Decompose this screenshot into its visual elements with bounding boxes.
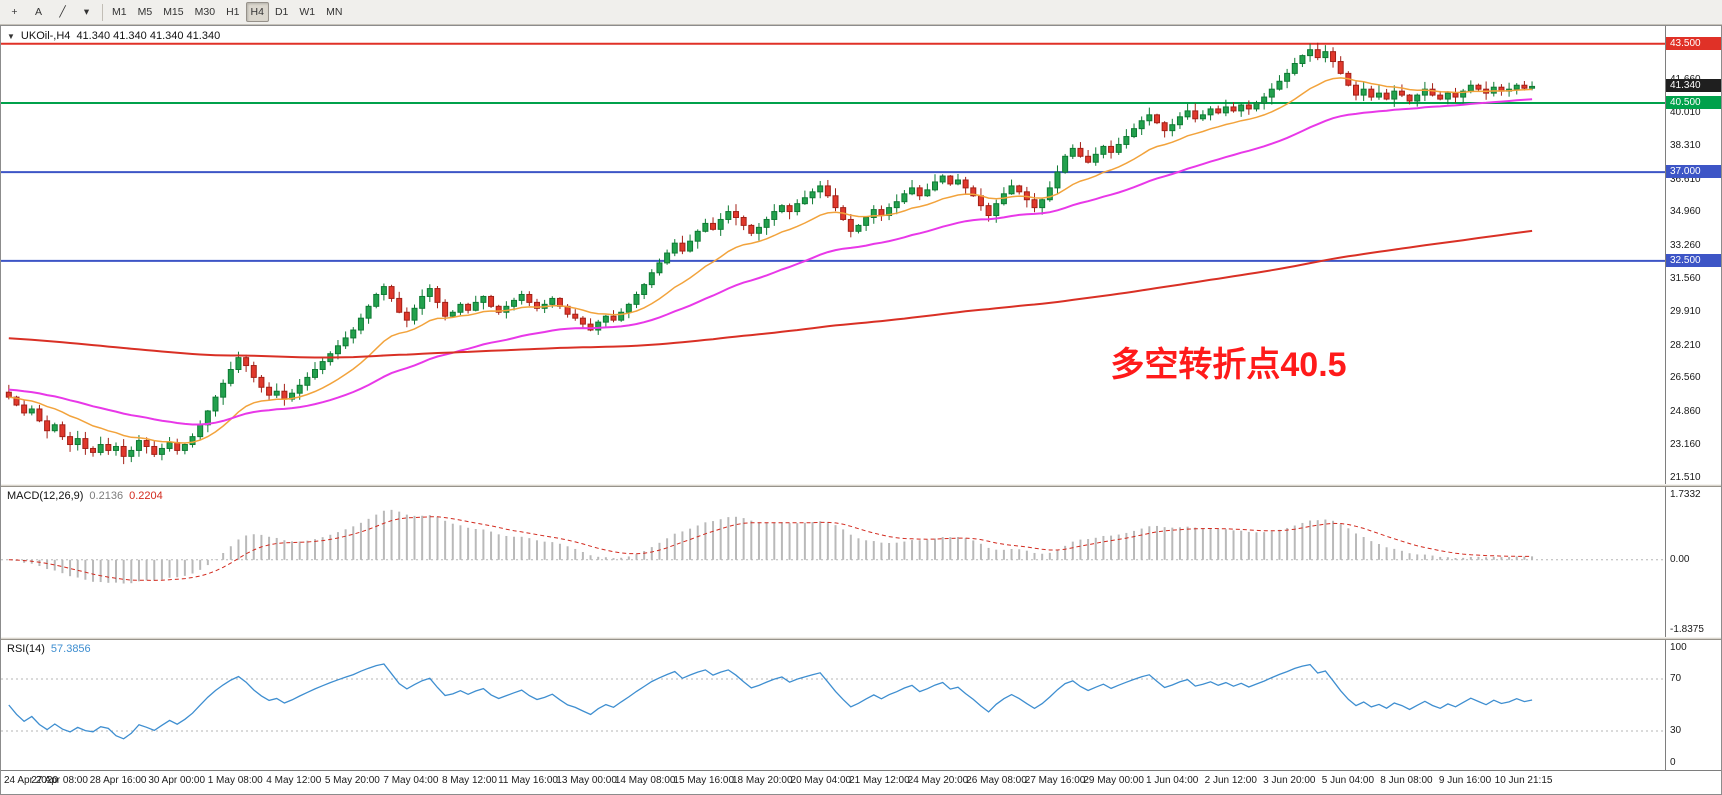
time-axis-label: 13 May 00:00 bbox=[556, 775, 617, 786]
price-axis[interactable]: 41.66040.01038.31036.61034.96033.26031.5… bbox=[1665, 26, 1721, 484]
time-axis-label: 26 May 08:00 bbox=[966, 775, 1027, 786]
price-chart-canvas[interactable] bbox=[1, 26, 1665, 484]
time-axis-label: 3 Jun 20:00 bbox=[1263, 775, 1316, 786]
time-axis-label: 7 May 04:00 bbox=[383, 775, 439, 786]
price-tick-label: 21.510 bbox=[1670, 471, 1701, 483]
macd-min-label: -1.8375 bbox=[1670, 624, 1704, 635]
time-axis-label: 9 Jun 16:00 bbox=[1438, 775, 1492, 786]
timeframe-m5-button[interactable]: M5 bbox=[137, 6, 153, 18]
price-tick-label: 24.860 bbox=[1670, 405, 1701, 417]
rsi-axis-label-100: 100 bbox=[1670, 642, 1687, 653]
timeframe-m15-button[interactable]: M15 bbox=[163, 6, 184, 18]
price-tick-label: 34.960 bbox=[1670, 206, 1701, 218]
time-axis-label: 5 Jun 04:00 bbox=[1321, 775, 1375, 786]
trendline-tool-icon[interactable]: ╱ bbox=[59, 6, 66, 18]
shapes-dropdown-icon[interactable]: ▾ bbox=[83, 6, 90, 18]
toolbar-separator bbox=[102, 3, 103, 21]
macd-max-label: 1.7332 bbox=[1670, 489, 1701, 500]
timeframe-h1-button[interactable]: H1 bbox=[226, 6, 240, 18]
time-axis[interactable]: 24 Apr 2020 27 Apr 08:00 28 Apr 16:00 30 Ap… bbox=[1, 770, 1721, 794]
chart-symbol-label: ▼ UKOil-,H4 41.340 41.340 41.340 41.340 bbox=[7, 30, 220, 42]
main-toolbar: + A ╱ ▾ M1 M5 M15 M30 H1 H4 D1 W1 MN bbox=[0, 0, 1722, 25]
time-axis-label: 1 May 08:00 bbox=[207, 775, 263, 786]
pane-splitter[interactable] bbox=[1, 637, 1721, 640]
time-axis-label: 24 Apr 2020 bbox=[4, 775, 58, 786]
rsi-value: 57.3856 bbox=[50, 643, 91, 655]
macd-pane[interactable]: MACD(12,26,9) 0.2136 0.2204 1.7332 0.00 -1… bbox=[1, 487, 1721, 637]
price-pane[interactable]: ▼ UKOil-,H4 41.340 41.340 41.340 41.340 … bbox=[1, 26, 1721, 484]
price-badge-40.500: 40.500 bbox=[1666, 95, 1721, 109]
time-axis-label: 20 May 04:00 bbox=[790, 775, 852, 786]
macd-axis[interactable]: 1.7332 0.00 -1.8375 bbox=[1665, 487, 1721, 637]
macd-canvas[interactable] bbox=[1, 487, 1665, 637]
macd-main-value: 0.2136 bbox=[89, 490, 124, 502]
price-badge-41.340: 41.340 bbox=[1666, 79, 1721, 93]
chart-annotation-text: 多空转折点40.5 bbox=[1110, 346, 1347, 385]
time-axis-label: 4 May 12:00 bbox=[266, 775, 322, 786]
time-axis-label: 5 May 20:00 bbox=[324, 775, 380, 786]
time-axis-label: 21 May 12:00 bbox=[849, 775, 910, 786]
time-axis-label: 27 Apr 08:00 bbox=[31, 775, 88, 786]
ohlc-values-text: 41.340 41.340 41.340 41.340 bbox=[76, 30, 221, 42]
time-axis-label: 2 Jun 12:00 bbox=[1204, 775, 1257, 786]
time-axis-label: 10 Jun 21:15 bbox=[1494, 775, 1553, 786]
time-axis-label: 14 May 08:00 bbox=[614, 775, 676, 786]
price-tick-label: 23.160 bbox=[1670, 439, 1701, 451]
rsi-axis-label-0: 0 bbox=[1670, 757, 1676, 768]
timeframe-mn-button[interactable]: MN bbox=[326, 6, 343, 18]
time-axis-label: 28 Apr 16:00 bbox=[89, 775, 147, 786]
chart-window: ▼ UKOil-,H4 41.340 41.340 41.340 41.340 … bbox=[0, 25, 1722, 795]
timeframe-group: M1 M5 M15 M30 H1 H4 D1 W1 MN bbox=[107, 2, 347, 22]
time-axis-label: 8 May 12:00 bbox=[441, 775, 497, 786]
time-axis-label: 8 Jun 08:00 bbox=[1380, 775, 1433, 786]
price-tick-label: 26.560 bbox=[1670, 372, 1701, 384]
price-tick-label: 33.260 bbox=[1670, 239, 1701, 251]
rsi-axis-label-30: 30 bbox=[1670, 725, 1682, 736]
crosshair-tool-icon[interactable]: + bbox=[11, 6, 18, 18]
price-tick-label: 36.610 bbox=[1670, 173, 1701, 185]
time-axis-label: 1 Jun 04:00 bbox=[1146, 775, 1199, 786]
timeframe-h4-button[interactable]: H4 bbox=[245, 2, 269, 22]
rsi-pane[interactable]: RSI(14) 57.3856 100 70 30 0 bbox=[1, 640, 1721, 770]
rsi-axis[interactable]: 100 70 30 0 bbox=[1665, 640, 1721, 770]
macd-label: MACD(12,26,9) 0.2136 0.2204 bbox=[7, 490, 163, 502]
macd-zero-label: 0.00 bbox=[1670, 553, 1690, 565]
time-axis-label: 15 May 16:00 bbox=[673, 775, 735, 786]
price-badge-32.500: 32.500 bbox=[1666, 253, 1721, 267]
rsi-axis-label-70: 70 bbox=[1670, 673, 1682, 684]
timeframe-m30-button[interactable]: M30 bbox=[194, 6, 216, 18]
timeframe-w1-button[interactable]: W1 bbox=[299, 6, 316, 18]
timeframe-m1-button[interactable]: M1 bbox=[112, 6, 127, 18]
price-badge-43.500: 43.500 bbox=[1666, 36, 1721, 50]
rsi-canvas[interactable] bbox=[1, 640, 1665, 770]
time-axis-label: 11 May 16:00 bbox=[498, 775, 558, 786]
pane-splitter[interactable] bbox=[1, 484, 1721, 487]
rsi-label: RSI(14) 57.3856 bbox=[7, 643, 91, 655]
price-tick-label: 29.910 bbox=[1670, 306, 1701, 318]
macd-signal-value: 0.2204 bbox=[129, 490, 163, 502]
price-tick-label: 28.210 bbox=[1670, 339, 1701, 351]
time-axis-label: 29 May 00:00 bbox=[1083, 775, 1144, 786]
price-badge-37.000: 37.000 bbox=[1666, 165, 1721, 179]
price-tick-label: 38.310 bbox=[1670, 140, 1701, 152]
text-label-tool-icon[interactable]: A bbox=[34, 6, 42, 18]
time-axis-label: 27 May 16:00 bbox=[1024, 775, 1086, 786]
time-axis-label: 24 May 20:00 bbox=[907, 775, 969, 786]
macd-name-text: MACD(12,26,9) bbox=[7, 490, 84, 502]
symbol-timeframe-text: UKOil-,H4 bbox=[20, 30, 71, 42]
price-tick-label: 40.010 bbox=[1670, 106, 1701, 118]
timeframe-d1-button[interactable]: D1 bbox=[274, 6, 289, 18]
time-axis-label: 18 May 20:00 bbox=[731, 775, 793, 786]
time-axis-label: 30 Apr 00:00 bbox=[148, 775, 206, 786]
drawing-tools-group: + A ╱ ▾ bbox=[3, 2, 98, 22]
rsi-name-text: RSI(14) bbox=[7, 643, 45, 655]
price-tick-label: 31.560 bbox=[1670, 273, 1701, 285]
chart-dropdown-caret-icon[interactable]: ▼ bbox=[7, 31, 15, 41]
